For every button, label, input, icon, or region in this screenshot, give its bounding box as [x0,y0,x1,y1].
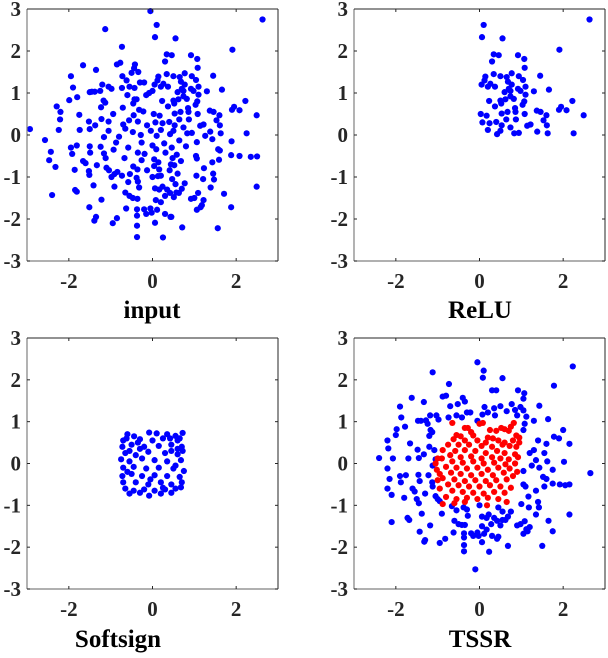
scatter-points-softsign [118,429,187,499]
axis-frame [354,9,605,261]
x-tick-label: 0 [474,597,485,621]
axis-frame [27,9,278,261]
y-tick-label: -2 [331,535,349,559]
y-tick-label: 2 [11,39,22,63]
scatter-points-tssr-outer [376,359,594,573]
x-axis-label-relu: ReLU [448,297,512,324]
y-tick-label: 1 [11,81,22,105]
x-tick-label: 2 [558,597,569,621]
x-tick-label: 0 [147,269,158,293]
y-tick-label: 2 [11,368,22,392]
x-tick-label: 0 [147,597,158,621]
axis-lines: -2 0 2 3 2 1 0 -1 -2 -3 [331,0,606,293]
y-tick-label: 0 [338,452,349,476]
y-tick-label: -3 [4,249,22,273]
x-axis-label-softsign: Softsign [74,626,162,653]
y-tick-label: -2 [4,535,22,559]
axes-relu: -2 0 2 3 2 1 0 -1 -2 -3 [331,0,606,293]
axis-lines: -2 0 2 3 2 1 0 -1 -2 -3 [331,326,606,621]
y-tick-label: -3 [331,249,349,273]
y-tick-label: -3 [331,577,349,601]
y-tick-label: 2 [338,368,349,392]
y-tick-label: 0 [338,123,349,147]
y-tick-label: 0 [11,123,22,147]
y-tick-label: -1 [331,165,349,189]
y-tick-label: 3 [338,326,349,350]
y-tick-label: 1 [338,410,349,434]
axes-softsign: -2 0 2 3 2 1 0 -1 -2 -3 [4,326,279,621]
scatter-points-tssr-inner [432,419,523,509]
y-tick-label: -2 [4,207,22,231]
x-tick-label: -2 [387,597,405,621]
y-tick-label: 3 [11,326,22,350]
axes-input: -2 0 2 3 2 1 0 -1 -2 -3 [4,0,279,293]
x-axis-label-tssr: TSSR [448,626,512,653]
x-tick-label: -2 [387,269,405,293]
y-tick-label: -1 [4,493,22,517]
axis-lines: -2 0 2 3 2 1 0 -1 -2 -3 [4,326,279,621]
x-tick-label: 2 [231,597,242,621]
scatter-points-relu [477,16,593,138]
x-tick-label: -2 [60,269,78,293]
y-tick-label: 0 [11,452,22,476]
y-tick-label: 3 [11,0,22,21]
x-tick-label: 2 [231,269,242,293]
y-tick-label: -1 [4,165,22,189]
y-tick-label: 2 [338,39,349,63]
y-tick-label: 3 [338,0,349,21]
y-tick-label: 1 [11,410,22,434]
y-tick-label: -1 [331,493,349,517]
x-tick-label: 2 [558,269,569,293]
axis-frame [27,338,278,589]
axis-frame [354,338,605,589]
x-tick-label: 0 [474,269,485,293]
x-axis-label-input: input [123,297,181,324]
y-tick-label: -3 [4,577,22,601]
x-tick-label: -2 [60,597,78,621]
scatter-points-input [26,7,266,241]
y-tick-label: -2 [331,207,349,231]
axis-lines: -2 0 2 3 2 1 0 -1 -2 -3 [4,0,279,293]
y-tick-label: 1 [338,81,349,105]
